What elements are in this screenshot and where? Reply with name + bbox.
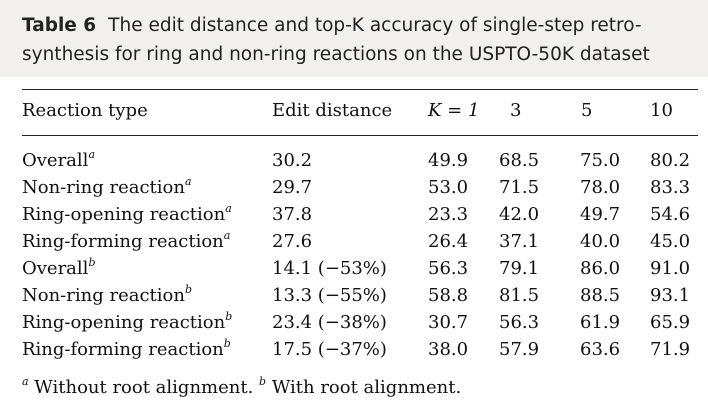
cell-k5: 49.7 bbox=[580, 204, 621, 225]
table-top-rule bbox=[22, 89, 698, 90]
row-label: Ring-forming reactionb bbox=[22, 337, 231, 360]
cell-k1: 49.9 bbox=[428, 150, 469, 171]
cell-k3: 42.0 bbox=[499, 204, 540, 225]
cell-k5: 40.0 bbox=[580, 231, 621, 252]
cell-edit: 23.4 (−38%) bbox=[272, 312, 387, 333]
caption-line-2: synthesis for ring and non-ring reaction… bbox=[22, 44, 650, 65]
cell-edit: 29.7 bbox=[272, 177, 313, 198]
cell-k1: 56.3 bbox=[428, 258, 469, 279]
footnote-a-mark: a bbox=[22, 375, 29, 388]
cell-k3: 57.9 bbox=[499, 339, 540, 360]
row-label: Ring-forming reactiona bbox=[22, 229, 231, 252]
header-reaction-type: Reaction type bbox=[22, 100, 148, 121]
cell-edit: 37.8 bbox=[272, 204, 313, 225]
table-caption bbox=[0, 0, 708, 77]
footnote-b-mark: b bbox=[259, 375, 267, 388]
cell-k3: 68.5 bbox=[499, 150, 540, 171]
row-label: Ring-opening reactiona bbox=[22, 202, 232, 225]
cell-k10: 71.9 bbox=[650, 339, 691, 360]
cell-edit: 13.3 (−55%) bbox=[272, 285, 387, 306]
cell-k10: 65.9 bbox=[650, 312, 691, 333]
cell-k5: 86.0 bbox=[580, 258, 621, 279]
cell-edit: 30.2 bbox=[272, 150, 313, 171]
cell-k5: 75.0 bbox=[580, 150, 621, 171]
cell-k1: 38.0 bbox=[428, 339, 469, 360]
caption-line-1: Table 6 The edit distance and top-K accur… bbox=[22, 15, 642, 36]
header-k10: 10 bbox=[650, 100, 673, 121]
cell-k3: 37.1 bbox=[499, 231, 540, 252]
cell-k10: 91.0 bbox=[650, 258, 691, 279]
row-label: Non-ring reactiona bbox=[22, 175, 192, 198]
header-k5: 5 bbox=[581, 100, 593, 121]
row-label: Overallb bbox=[22, 256, 96, 279]
cell-k5: 63.6 bbox=[580, 339, 621, 360]
cell-k3: 56.3 bbox=[499, 312, 540, 333]
cell-k1: 58.8 bbox=[428, 285, 469, 306]
cell-k1: 23.3 bbox=[428, 204, 469, 225]
cell-k10: 83.3 bbox=[650, 177, 691, 198]
cell-k1: 30.7 bbox=[428, 312, 469, 333]
footnote-a-text: Without root alignment. bbox=[34, 377, 254, 398]
cell-k5: 61.9 bbox=[580, 312, 621, 333]
cell-k1: 53.0 bbox=[428, 177, 469, 198]
row-label: Non-ring reactionb bbox=[22, 283, 192, 306]
cell-edit: 14.1 (−53%) bbox=[272, 258, 387, 279]
cell-k10: 93.1 bbox=[650, 285, 691, 306]
header-k3: 3 bbox=[510, 100, 522, 121]
table-footnote: a Without root alignment. b With root al… bbox=[22, 375, 462, 398]
cell-edit: 27.6 bbox=[272, 231, 313, 252]
cell-k5: 88.5 bbox=[580, 285, 621, 306]
cell-k1: 26.4 bbox=[428, 231, 469, 252]
header-k1: K = 1 bbox=[428, 100, 480, 121]
cell-k5: 78.0 bbox=[580, 177, 621, 198]
cell-edit: 17.5 (−37%) bbox=[272, 339, 387, 360]
footnote-b-text: With root alignment. bbox=[271, 377, 462, 398]
cell-k3: 71.5 bbox=[499, 177, 540, 198]
cell-k10: 54.6 bbox=[650, 204, 691, 225]
row-label: Overalla bbox=[22, 148, 95, 171]
table-number: Table 6 bbox=[22, 15, 97, 36]
cell-k10: 80.2 bbox=[650, 150, 691, 171]
header-edit-distance: Edit distance bbox=[272, 100, 393, 121]
cell-k3: 79.1 bbox=[499, 258, 540, 279]
table-header-rule bbox=[22, 135, 698, 136]
cell-k10: 45.0 bbox=[650, 231, 691, 252]
row-label: Ring-opening reactionb bbox=[22, 310, 233, 333]
caption-text-1: The edit distance and top-K accuracy of … bbox=[108, 15, 642, 36]
cell-k3: 81.5 bbox=[499, 285, 540, 306]
